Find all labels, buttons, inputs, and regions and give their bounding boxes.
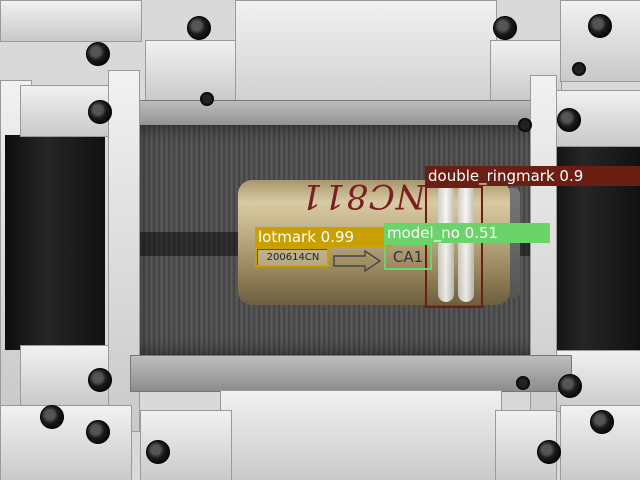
bolt-icon: [537, 440, 561, 464]
bolt-icon: [493, 16, 517, 40]
bolt-icon: [518, 118, 532, 132]
bolt-icon: [86, 42, 110, 66]
bolt-icon: [572, 62, 586, 76]
upper-left-frame: [0, 0, 142, 42]
bottom-rail: [130, 355, 572, 392]
detection-box-model-no: [384, 243, 432, 270]
bolt-icon: [516, 376, 530, 390]
bolt-icon: [86, 420, 110, 444]
bolt-icon: [88, 368, 112, 392]
detection-label-lotmark: lotmark 0.99: [255, 227, 392, 247]
bolt-icon: [200, 92, 214, 106]
detection-label-double-ringmark: double_ringmark 0.9: [425, 166, 640, 186]
bottom-center-plate: [220, 390, 502, 480]
ringmark-stripe: [438, 184, 454, 302]
bolt-icon: [88, 100, 112, 124]
arrow-marking-icon: [333, 250, 381, 272]
left-clamp-block: [5, 135, 105, 350]
bolt-icon: [558, 374, 582, 398]
bolt-icon: [146, 440, 170, 464]
bolt-icon: [40, 405, 64, 429]
lower-left-frame: [0, 405, 132, 480]
handwritten-marking: NC811: [300, 176, 426, 216]
detection-label-model-no: model_no 0.51: [384, 223, 550, 243]
bolt-icon: [187, 16, 211, 40]
bolt-icon: [588, 14, 612, 38]
ringmark-stripe: [458, 184, 474, 302]
bolt-icon: [557, 108, 581, 132]
model-code-marking: CA1: [392, 248, 424, 266]
detection-box-lotmark: [255, 247, 329, 267]
right-clamp-frame: [550, 90, 640, 147]
detection-box-double-ringmark: [425, 186, 483, 308]
bolt-icon: [590, 410, 614, 434]
